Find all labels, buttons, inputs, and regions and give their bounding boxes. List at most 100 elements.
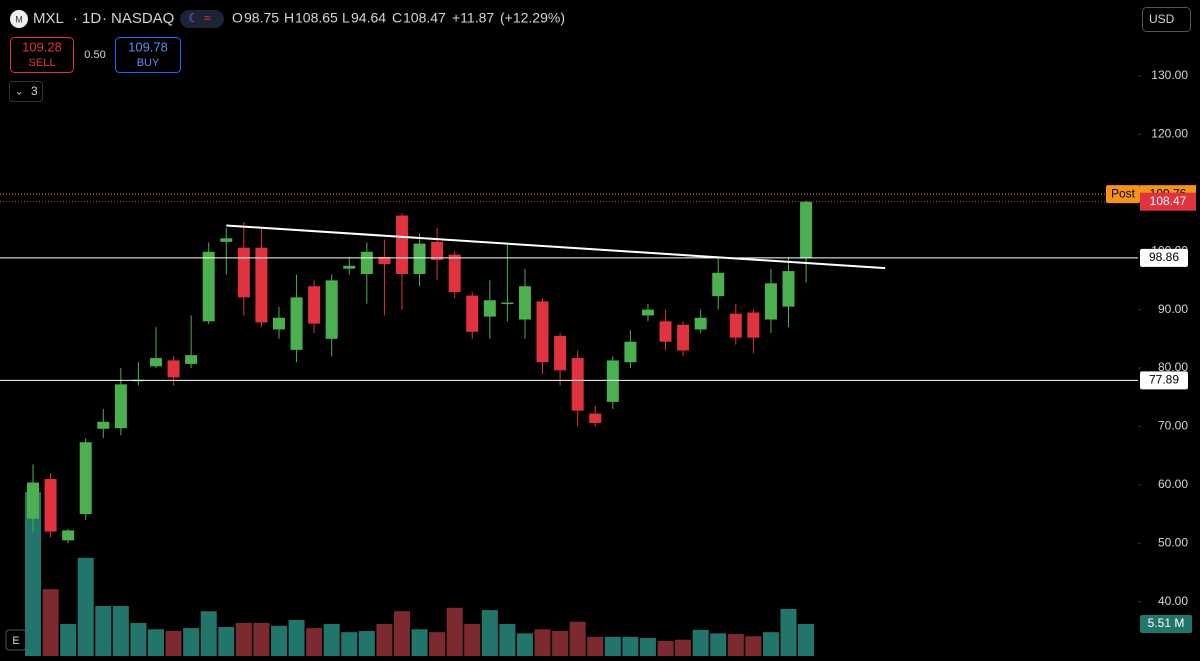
events-button[interactable] [5, 629, 27, 651]
symbol[interactable]: MXL [33, 10, 64, 27]
volume-bar [200, 611, 217, 656]
currency-button[interactable] [1142, 7, 1191, 32]
close-value: 108.47 [403, 10, 446, 26]
candle-body [501, 302, 514, 305]
indicators-count: 3 [31, 84, 38, 98]
level-badge [1140, 371, 1188, 390]
session-icon: ≈ [204, 11, 211, 25]
volume-bar [587, 636, 604, 656]
high-label: H [284, 10, 294, 26]
volume-bar [639, 637, 656, 656]
last-price-badge [1140, 192, 1196, 211]
open-value: 98.75 [244, 10, 279, 26]
volume-bar [393, 611, 410, 656]
candle-body [764, 283, 777, 320]
candle-body [237, 247, 250, 298]
y-tick-label: 40.00 [1158, 594, 1188, 608]
buy-button[interactable] [115, 37, 181, 73]
volume-bar [411, 629, 428, 656]
candle-body [589, 413, 602, 423]
y-tick-label: 130.00 [1151, 68, 1188, 82]
volume-bar [306, 628, 323, 656]
volume-bar [481, 610, 498, 656]
buy-label: BUY [137, 57, 160, 69]
separator: · [73, 10, 78, 27]
logo-text: M [15, 14, 23, 24]
low-value: 94.64 [351, 10, 386, 26]
volume-bar [534, 629, 551, 656]
volume-bar [798, 623, 815, 656]
candle-body [413, 243, 426, 274]
candle-body [677, 324, 690, 351]
change: +11.87 [452, 10, 494, 26]
candle-body [624, 341, 637, 363]
volume-bar [130, 622, 147, 656]
candle-body [536, 301, 549, 363]
volume-bar [270, 625, 287, 656]
candle-body [220, 238, 233, 242]
volume-bar [60, 624, 77, 656]
candle-body [641, 309, 654, 316]
volume-bar [376, 624, 393, 656]
candle-body [571, 358, 584, 411]
y-tick-label: 90.00 [1158, 302, 1188, 316]
candle-body [712, 272, 725, 297]
volume-bar [464, 624, 481, 656]
separator: · [102, 10, 107, 27]
volume-bar [341, 632, 358, 656]
candle-body [255, 247, 268, 323]
level-label: 98.86 [1149, 250, 1179, 264]
candle-body [659, 321, 672, 342]
volume-bar [147, 629, 164, 656]
volume-bar [183, 628, 200, 656]
header: M MXL · 1D · NASDAQ ☾ ≈ O 98.75 H 108.65… [5, 7, 1191, 651]
high-value: 108.65 [295, 10, 338, 26]
volume-bar [675, 639, 692, 656]
volume-bar [552, 631, 569, 656]
spread: 0.50 [84, 49, 105, 61]
volume-bar [235, 622, 252, 656]
market-status[interactable] [180, 10, 224, 28]
candle-body [378, 257, 391, 265]
candle-body [308, 286, 321, 324]
sell-button[interactable] [10, 37, 74, 73]
y-tick-label: 120.00 [1151, 127, 1188, 141]
candle-body [202, 251, 215, 322]
candle-body [325, 280, 338, 339]
candle-body [79, 442, 92, 515]
chevron: ⌄ [15, 87, 23, 98]
candle-body [62, 530, 75, 541]
interval[interactable]: 1D [82, 10, 101, 27]
events-icon: E [12, 635, 19, 647]
candle-body [694, 317, 707, 330]
volume-bar [499, 624, 516, 656]
volume-label: 5.51 M [1148, 616, 1185, 630]
candle-body [431, 241, 444, 260]
volume-bar [77, 557, 94, 656]
currency: USD [1149, 12, 1175, 26]
volume-bar [516, 633, 533, 656]
candle-body [97, 421, 110, 429]
candle-body [800, 201, 813, 259]
sell-price: 109.28 [22, 39, 62, 54]
candle-body [483, 300, 496, 317]
volume-bar [323, 624, 340, 656]
candle-body [272, 317, 285, 330]
exchange[interactable]: NASDAQ [111, 10, 174, 27]
volume-bar [429, 632, 446, 656]
candle-body [343, 265, 356, 269]
candle-body [167, 360, 180, 378]
volume-bar [42, 589, 59, 656]
candle-body [290, 297, 303, 350]
volume-bar [358, 631, 375, 656]
volume-bar [780, 608, 797, 656]
logo[interactable] [10, 10, 28, 28]
volume-bar [692, 629, 709, 656]
volume-bar [218, 626, 235, 656]
indicators-toggle[interactable] [9, 81, 43, 102]
low-label: L [342, 10, 350, 26]
close-label: C [392, 10, 402, 26]
candle-body [729, 313, 742, 338]
